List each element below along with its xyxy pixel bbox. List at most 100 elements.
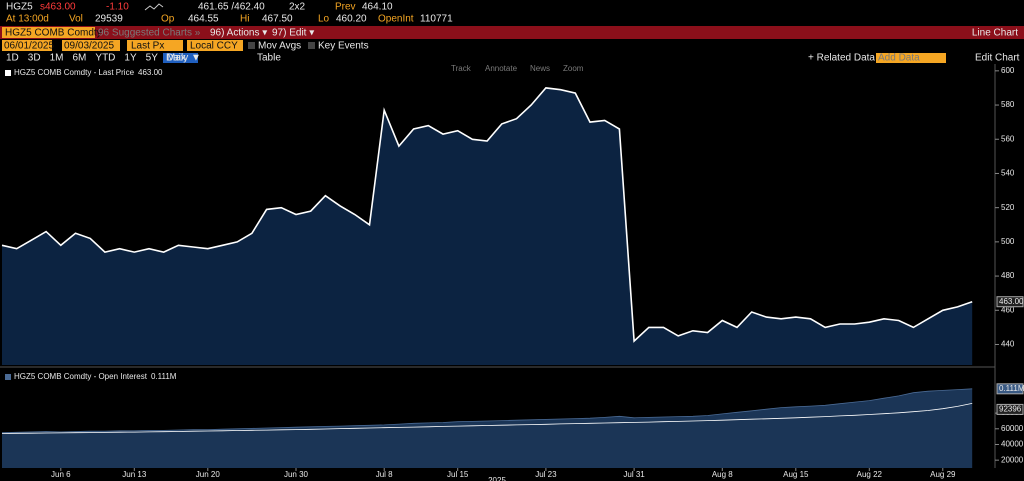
low: 460.20 — [336, 14, 367, 25]
x-tick-label: Aug 29 — [930, 470, 956, 479]
y-tick-label: 560 — [1001, 134, 1015, 143]
value-tag-label: 0.111M — [999, 384, 1024, 393]
open: 464.55 — [188, 14, 219, 25]
x-tick-label: Jun 13 — [122, 470, 147, 479]
chart-tool[interactable]: Zoom — [563, 64, 584, 73]
value-tag — [996, 403, 1024, 415]
legend-value: 0.111M — [151, 372, 177, 381]
key-events[interactable]: Key Events — [318, 41, 369, 52]
add-data[interactable]: Add Data — [878, 53, 920, 64]
menu-bar — [0, 26, 1024, 39]
period-button[interactable]: YTD — [95, 53, 115, 64]
x-axis-year: 2025 — [488, 476, 506, 481]
ccy-box[interactable] — [187, 40, 243, 51]
bid-ask: 461.65 /462.40 — [198, 2, 265, 13]
chart-tool[interactable]: News — [530, 64, 550, 73]
y-tick-label: 40000 — [1001, 440, 1024, 449]
chart-type: Line Chart — [972, 28, 1018, 39]
edit-menu[interactable]: 97) Edit ▾ — [272, 28, 314, 39]
related-data[interactable]: + Related Data ▾ — [808, 53, 883, 64]
area — [2, 87, 973, 366]
period-button[interactable]: 6M — [73, 53, 87, 64]
y-tick-label: 60000 — [1001, 424, 1024, 433]
time: At 13:00d — [6, 14, 49, 25]
y-tick-label: 20000 — [1001, 455, 1024, 464]
end-date[interactable]: 09/03/2025 — [64, 41, 114, 52]
x-tick-label: Jul 8 — [376, 470, 393, 479]
vol: 29539 — [95, 14, 123, 25]
prev: 464.10 — [362, 2, 393, 13]
period-button[interactable]: 5Y — [146, 53, 159, 64]
x-tick-label: Jun 6 — [51, 470, 71, 479]
frequency[interactable]: Daily ▼ — [166, 53, 201, 64]
x-tick-label: Jul 23 — [535, 470, 557, 479]
area — [2, 388, 973, 468]
table-button[interactable]: Table — [257, 53, 281, 64]
suggested-charts[interactable]: 96 Suggested Charts » — [98, 28, 201, 39]
start-date[interactable]: 06/01/2025 — [4, 41, 54, 52]
period-button[interactable]: Max — [167, 53, 186, 64]
line — [1, 403, 973, 434]
vol-label: Vol — [69, 14, 83, 25]
line — [1, 388, 973, 434]
x-tick-label: Jun 30 — [284, 470, 309, 479]
security-box[interactable] — [2, 27, 95, 38]
value-tag — [996, 383, 1024, 395]
chart-tool[interactable]: Track — [451, 64, 472, 73]
start-box[interactable] — [2, 40, 52, 51]
edit-chart[interactable]: Edit Chart — [975, 53, 1020, 64]
value-tag — [996, 296, 1024, 308]
x-tick-label: Jul 15 — [447, 470, 469, 479]
actions-menu[interactable]: 96) Actions ▾ — [210, 28, 267, 39]
legend-value: 463.00 — [138, 68, 163, 77]
oi-label: OpenInt — [378, 14, 414, 25]
prev-label: Prev — [335, 2, 356, 13]
oi: 110771 — [420, 14, 453, 25]
y-tick-label: 440 — [1001, 340, 1015, 349]
period-button[interactable]: 3D — [28, 53, 41, 64]
period-button[interactable]: 1D — [6, 53, 19, 64]
y-tick-label: 580 — [1001, 100, 1015, 109]
checkbox[interactable] — [248, 42, 255, 49]
checkbox[interactable] — [308, 42, 315, 49]
price: s463.00 — [40, 2, 76, 13]
legend-swatch — [5, 374, 11, 380]
chart-tool[interactable]: Annotate — [485, 64, 518, 73]
ticker: HGZ5 — [6, 2, 33, 13]
y-tick-label: 460 — [1001, 305, 1015, 314]
y-tick-label: 600 — [1001, 66, 1015, 75]
y-tick-label: 520 — [1001, 203, 1015, 212]
period-button[interactable]: 1Y — [124, 53, 137, 64]
add-data-box[interactable] — [876, 53, 946, 63]
spark-icon — [144, 3, 164, 11]
x-tick-label: Aug 22 — [857, 470, 883, 479]
legend-entry: HGZ5 COMB Comdty - Open Interest — [14, 372, 148, 381]
low-label: Lo — [318, 14, 330, 25]
end-box[interactable] — [62, 40, 120, 51]
line — [1, 87, 973, 343]
period-button[interactable]: 1M — [50, 53, 64, 64]
security[interactable]: HGZ5 COMB Comdty — [5, 28, 102, 39]
legend-swatch — [5, 70, 11, 76]
y-tick-label: 500 — [1001, 237, 1015, 246]
high: 467.50 — [262, 14, 293, 25]
field[interactable]: Last Px — [131, 41, 164, 52]
high-label: Hi — [240, 14, 249, 25]
x-tick-label: Jul 31 — [623, 470, 645, 479]
frequency-box[interactable] — [163, 53, 198, 63]
change: -1.10 — [106, 2, 129, 13]
value-tag-label: 92396 — [999, 405, 1022, 414]
y-tick-label: 540 — [1001, 169, 1015, 178]
x-tick-label: Aug 8 — [712, 470, 733, 479]
field-box[interactable] — [127, 40, 183, 51]
x-tick-label: Jun 20 — [196, 470, 221, 479]
open-label: Op — [161, 14, 175, 25]
size: 2x2 — [289, 2, 306, 13]
y-tick-label: 480 — [1001, 271, 1015, 280]
value-tag-label: 463.00 — [999, 297, 1024, 306]
mov-avgs[interactable]: Mov Avgs — [258, 41, 301, 52]
x-tick-label: Aug 15 — [783, 470, 809, 479]
currency[interactable]: Local CCY — [190, 41, 238, 52]
